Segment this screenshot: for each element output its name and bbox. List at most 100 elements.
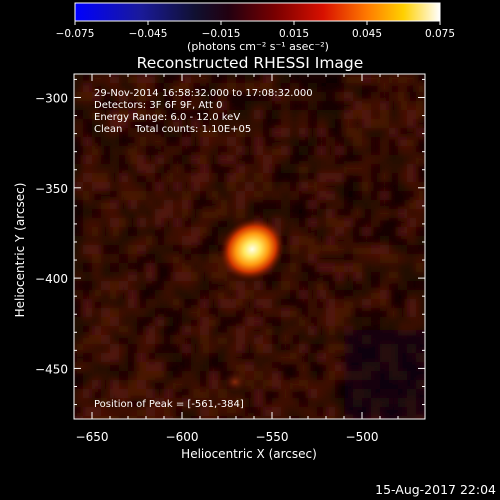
noise-cell bbox=[128, 407, 138, 417]
noise-cell bbox=[353, 182, 363, 192]
noise-cell bbox=[317, 128, 327, 138]
noise-cell bbox=[182, 362, 192, 372]
noise-cell bbox=[290, 146, 300, 156]
noise-cell bbox=[227, 362, 237, 372]
noise-cell bbox=[200, 146, 210, 156]
background-noise bbox=[74, 74, 425, 419]
noise-cell bbox=[182, 344, 192, 354]
noise-cell bbox=[209, 263, 219, 273]
noise-cell bbox=[128, 398, 138, 408]
noise-cell bbox=[344, 209, 354, 219]
noise-cell bbox=[308, 380, 318, 390]
noise-cell bbox=[110, 236, 120, 246]
noise-cell bbox=[137, 335, 147, 345]
noise-cell bbox=[218, 362, 228, 372]
noise-cell bbox=[236, 128, 246, 138]
noise-cell bbox=[344, 146, 354, 156]
noise-cell bbox=[209, 92, 219, 102]
noise-cell bbox=[83, 209, 93, 219]
noise-cell bbox=[308, 200, 318, 210]
noise-cell bbox=[254, 299, 264, 309]
noise-cell bbox=[335, 416, 345, 419]
noise-cell bbox=[272, 371, 282, 381]
noise-cell bbox=[83, 299, 93, 309]
noise-cell bbox=[173, 290, 183, 300]
noise-cell bbox=[263, 182, 273, 192]
noise-cell bbox=[173, 74, 183, 84]
noise-cell bbox=[290, 344, 300, 354]
noise-cell bbox=[344, 119, 354, 129]
noise-cell bbox=[290, 272, 300, 282]
noise-cell bbox=[191, 209, 201, 219]
noise-cell bbox=[407, 281, 417, 291]
noise-cell bbox=[101, 146, 111, 156]
noise-cell bbox=[317, 164, 327, 174]
noise-cell bbox=[380, 272, 390, 282]
noise-cell bbox=[236, 326, 246, 336]
noise-cell bbox=[335, 101, 345, 111]
noise-cell bbox=[110, 407, 120, 417]
noise-cell bbox=[389, 155, 399, 165]
colorbar-tick-label: −0.015 bbox=[202, 28, 241, 40]
noise-cell bbox=[137, 416, 147, 419]
noise-cell bbox=[317, 218, 327, 228]
noise-cell bbox=[137, 272, 147, 282]
noise-cell bbox=[389, 101, 399, 111]
noise-cell bbox=[200, 218, 210, 228]
noise-cell bbox=[254, 362, 264, 372]
noise-cell bbox=[317, 101, 327, 111]
noise-cell bbox=[146, 308, 156, 318]
noise-cell bbox=[218, 164, 228, 174]
noise-cell bbox=[317, 110, 327, 120]
noise-cell bbox=[326, 83, 336, 93]
noise-cell bbox=[191, 200, 201, 210]
noise-cell bbox=[209, 146, 219, 156]
noise-cell bbox=[254, 74, 264, 84]
noise-cell bbox=[326, 128, 336, 138]
noise-cell bbox=[299, 308, 309, 318]
noise-cell bbox=[74, 191, 84, 201]
footer-timestamp: 15-Aug-2017 22:04 bbox=[375, 482, 496, 497]
noise-cell bbox=[146, 218, 156, 228]
noise-cell bbox=[128, 326, 138, 336]
noise-cell bbox=[335, 191, 345, 201]
noise-cell bbox=[290, 218, 300, 228]
noise-cell bbox=[371, 299, 381, 309]
noise-cell bbox=[227, 191, 237, 201]
noise-cell bbox=[299, 407, 309, 417]
noise-cell bbox=[74, 83, 84, 93]
noise-cell bbox=[362, 245, 372, 255]
noise-cell bbox=[155, 407, 165, 417]
noise-cell bbox=[209, 299, 219, 309]
noise-cell bbox=[326, 344, 336, 354]
noise-cell bbox=[155, 146, 165, 156]
noise-cell bbox=[119, 281, 129, 291]
noise-cell bbox=[218, 281, 228, 291]
noise-cell bbox=[290, 380, 300, 390]
noise-cell bbox=[164, 200, 174, 210]
noise-cell bbox=[74, 173, 84, 183]
noise-cell bbox=[272, 92, 282, 102]
noise-cell bbox=[254, 389, 264, 399]
noise-cell bbox=[416, 200, 425, 210]
noise-cell bbox=[209, 398, 219, 408]
noise-cell bbox=[209, 254, 219, 264]
noise-cell bbox=[281, 263, 291, 273]
noise-cell bbox=[281, 92, 291, 102]
noise-cell bbox=[245, 155, 255, 165]
noise-cell bbox=[218, 272, 228, 282]
noise-cell bbox=[317, 92, 327, 102]
noise-cell bbox=[209, 290, 219, 300]
noise-cell bbox=[371, 236, 381, 246]
noise-cell bbox=[164, 209, 174, 219]
noise-cell bbox=[92, 182, 102, 192]
noise-cell bbox=[416, 191, 425, 201]
noise-cell bbox=[92, 290, 102, 300]
noise-cell bbox=[101, 362, 111, 372]
noise-cell bbox=[101, 137, 111, 147]
noise-cell bbox=[398, 290, 408, 300]
noise-cell bbox=[92, 218, 102, 228]
noise-cell bbox=[92, 155, 102, 165]
noise-cell bbox=[146, 290, 156, 300]
noise-cell bbox=[308, 83, 318, 93]
